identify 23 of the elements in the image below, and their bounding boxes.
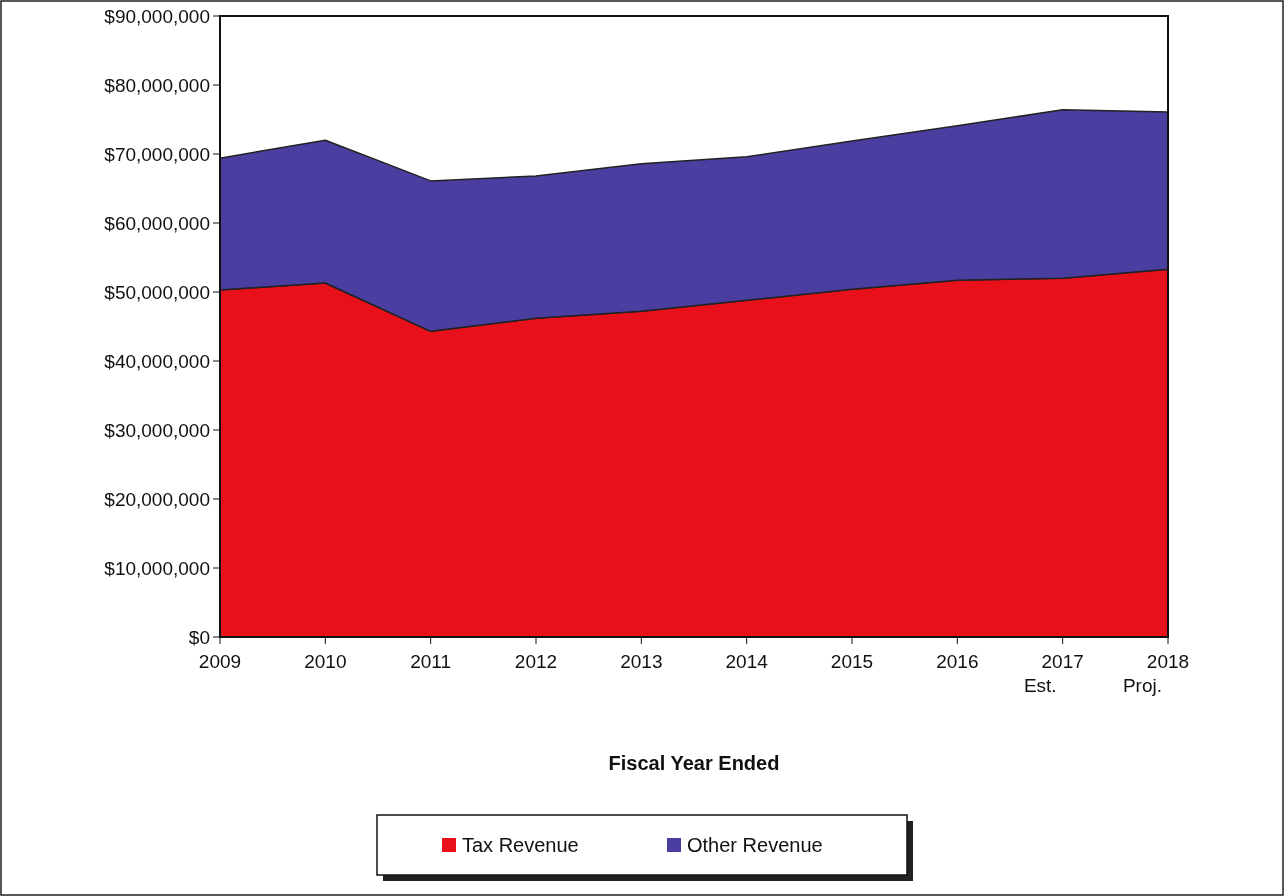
x-tick-label: 2009: [198, 651, 242, 672]
x-tick-label: 2016: [936, 651, 979, 672]
x-tick-label: 2013: [620, 651, 663, 672]
y-tick-label: $50,000,000: [104, 281, 210, 303]
text: Tax Revenue: [462, 834, 579, 856]
legend-label: Other Revenue: [687, 834, 823, 856]
y-tick-label: $0: [188, 626, 210, 648]
x-tick-label: 2017 Est.: [1023, 651, 1084, 696]
x-tick-label: 2010: [304, 651, 347, 672]
x-tick-label: 2014: [725, 651, 769, 672]
x-tick-label: 2015: [830, 651, 874, 672]
x-tick-label: 2011: [410, 651, 452, 672]
y-tick-label: $40,000,000: [104, 350, 210, 372]
y-tick-label: $60,000,000: [104, 212, 210, 234]
y-tick-label: $10,000,000: [104, 557, 210, 579]
x-tick-label: 2018 Proj.: [1122, 651, 1190, 696]
y-tick-label: $90,000,000: [104, 5, 210, 27]
x-tick-label: 2012: [514, 651, 558, 672]
y-tick-label: $30,000,000: [104, 419, 210, 441]
x-axis-title: Fiscal Year Ended: [608, 752, 780, 774]
y-tick-label: $20,000,000: [104, 488, 210, 510]
y-tick-label: $80,000,000: [104, 74, 210, 96]
y-tick-label: $70,000,000: [104, 143, 210, 165]
